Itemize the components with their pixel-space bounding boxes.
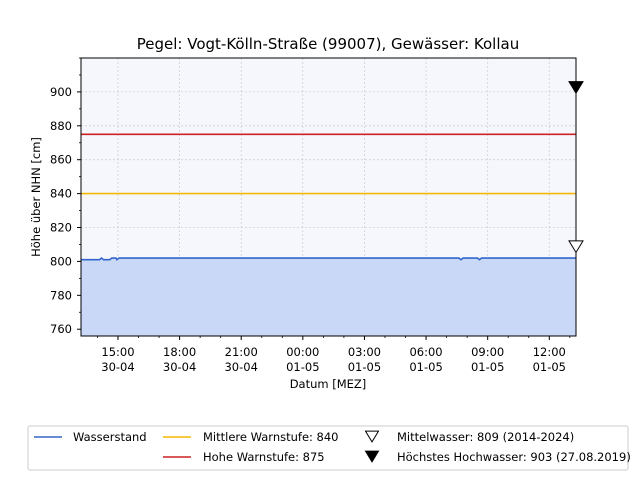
x-tick-time: 09:00 xyxy=(471,345,504,359)
x-tick-date: 30-04 xyxy=(163,360,196,374)
x-tick-time: 12:00 xyxy=(533,345,566,359)
x-tick-time: 21:00 xyxy=(225,345,258,359)
y-tick-label: 880 xyxy=(50,119,72,133)
y-tick-label: 820 xyxy=(50,221,72,235)
legend-label-marker: Höchstes Hochwasser: 903 (27.08.2019) xyxy=(397,450,631,464)
x-tick-time: 06:00 xyxy=(409,345,442,359)
marker-layer xyxy=(568,81,584,254)
y-axis-label: Höhe über NHN [cm] xyxy=(29,137,43,257)
series-layer xyxy=(81,256,576,261)
chart-title: Pegel: Vogt-Kölln-Straße (99007), Gewäss… xyxy=(137,35,519,53)
legend-label-wasserstand: Wasserstand xyxy=(73,430,147,444)
x-tick-date: 01-05 xyxy=(409,360,442,374)
x-tick-date: 30-04 xyxy=(101,360,134,374)
y-tick-label: 800 xyxy=(50,254,72,268)
legend: Wasserstand Mittlere Warnstufe: 840 Hohe W… xyxy=(34,430,631,464)
x-tick-time: 03:00 xyxy=(348,345,381,359)
x-axis: 15:0030-0418:0030-0421:0030-0400:0001-05… xyxy=(97,336,571,374)
series-area xyxy=(81,258,576,336)
legend-swatch-marker xyxy=(364,450,380,463)
x-tick-time: 15:00 xyxy=(101,345,134,359)
highest-flood-marker xyxy=(568,81,584,95)
legend-swatch-marker xyxy=(364,430,380,443)
legend-label-threshold: Mittlere Warnstufe: 840 xyxy=(203,430,339,444)
x-axis-label: Datum [MEZ] xyxy=(290,377,367,391)
threshold-layer xyxy=(81,133,576,195)
legend-label-threshold: Hohe Warnstufe: 875 xyxy=(203,450,325,464)
mean-water-marker xyxy=(568,240,584,254)
series-line xyxy=(81,256,576,261)
x-tick-date: 01-05 xyxy=(533,360,566,374)
y-tick-label: 900 xyxy=(50,85,72,99)
fill-layer xyxy=(81,258,576,336)
plot-frame xyxy=(80,57,577,337)
y-axis: 760 780 800 820 840 860 880 900 xyxy=(50,57,81,336)
legend-label-marker: Mittelwasser: 809 (2014-2024) xyxy=(397,430,574,444)
y-tick-label: 760 xyxy=(50,322,72,336)
y-tick-label: 840 xyxy=(50,187,72,201)
x-tick-date: 01-05 xyxy=(286,360,319,374)
x-tick-time: 00:00 xyxy=(286,345,319,359)
x-tick-date: 30-04 xyxy=(224,360,257,374)
y-tick-label: 860 xyxy=(50,153,72,167)
x-tick-date: 01-05 xyxy=(348,360,381,374)
x-tick-time: 18:00 xyxy=(163,345,196,359)
y-tick-label: 780 xyxy=(50,288,72,302)
x-tick-date: 01-05 xyxy=(471,360,504,374)
